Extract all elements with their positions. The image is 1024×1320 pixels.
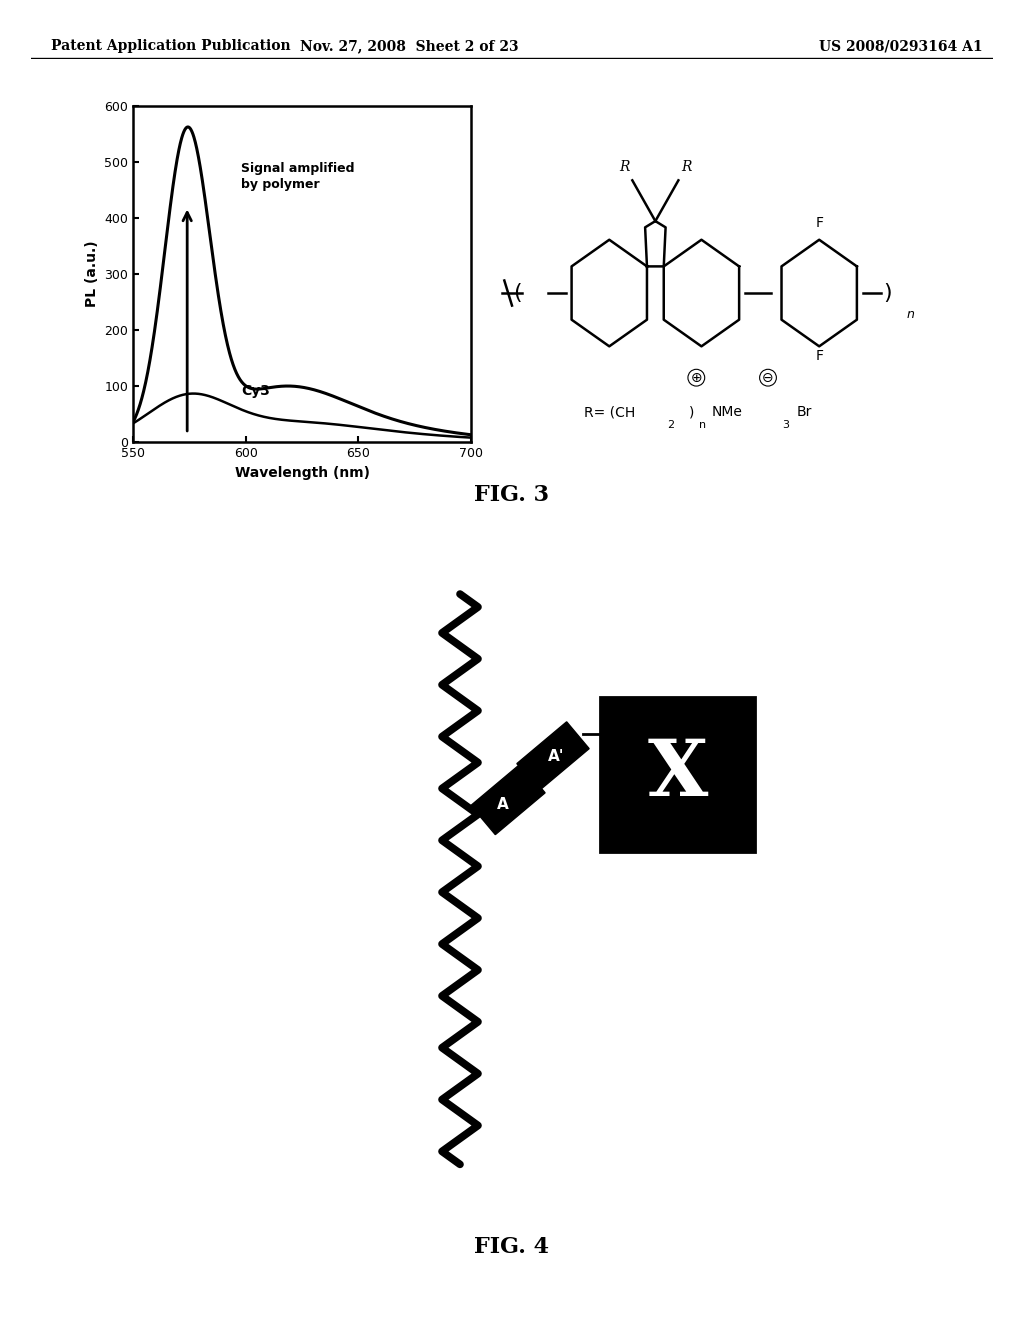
- Text: X: X: [647, 737, 708, 812]
- Text: Patent Application Publication: Patent Application Publication: [51, 40, 291, 53]
- Polygon shape: [471, 764, 545, 834]
- Text: 2: 2: [668, 420, 674, 430]
- Text: ⊕: ⊕: [690, 371, 702, 384]
- Text: F: F: [815, 350, 823, 363]
- Text: 3: 3: [782, 420, 790, 430]
- Text: FIG. 3: FIG. 3: [474, 484, 550, 506]
- Bar: [600, 697, 755, 851]
- Text: Br: Br: [797, 405, 812, 420]
- Y-axis label: PL (a.u.): PL (a.u.): [85, 240, 98, 308]
- Text: n: n: [698, 420, 706, 430]
- Text: A': A': [548, 748, 564, 764]
- Text: (: (: [514, 282, 522, 304]
- Text: Cy3: Cy3: [242, 384, 270, 397]
- Text: R= (CH: R= (CH: [584, 405, 635, 420]
- Text: Signal amplified
by polymer: Signal amplified by polymer: [242, 161, 354, 190]
- Text: ⊖: ⊖: [762, 371, 774, 384]
- Polygon shape: [517, 722, 589, 791]
- Text: ): ): [883, 282, 892, 304]
- Text: F: F: [815, 216, 823, 231]
- Text: NMe: NMe: [712, 405, 742, 420]
- Text: R: R: [620, 160, 630, 174]
- Text: A: A: [497, 797, 509, 812]
- Text: R: R: [681, 160, 691, 174]
- X-axis label: Wavelength (nm): Wavelength (nm): [234, 466, 370, 479]
- Text: US 2008/0293164 A1: US 2008/0293164 A1: [819, 40, 983, 53]
- Text: Nov. 27, 2008  Sheet 2 of 23: Nov. 27, 2008 Sheet 2 of 23: [300, 40, 519, 53]
- Text: n: n: [906, 309, 914, 322]
- Text: ): ): [688, 405, 694, 420]
- Text: FIG. 4: FIG. 4: [474, 1237, 550, 1258]
